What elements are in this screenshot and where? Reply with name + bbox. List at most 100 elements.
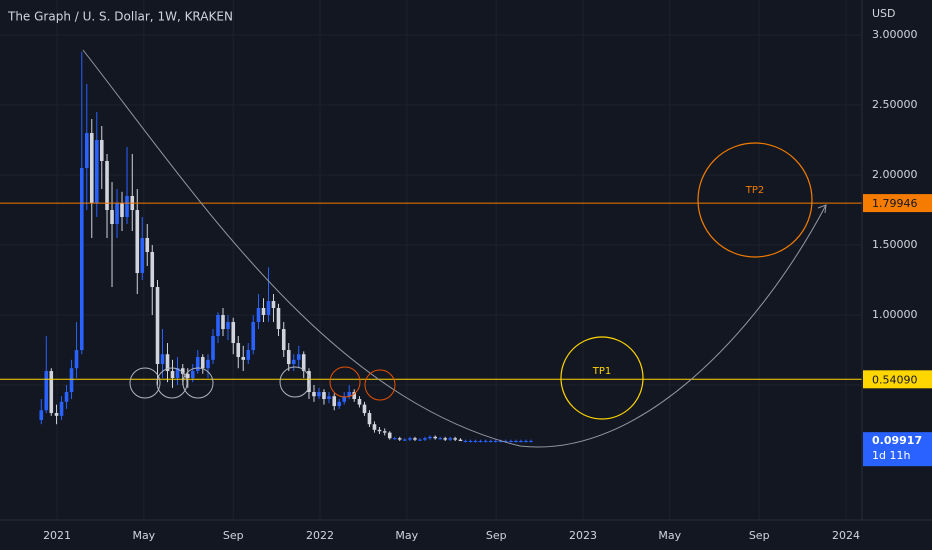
x-tick-label: 2023 [569, 529, 597, 542]
candle-body [39, 410, 44, 421]
annotation: TP1 [592, 366, 612, 377]
candle-body [115, 203, 119, 225]
candle-body [241, 357, 246, 360]
candle-body [503, 441, 508, 443]
candle-body [362, 404, 367, 414]
candle-body [236, 343, 241, 358]
price-label: 1.79946 [872, 197, 918, 210]
last-price-bg [863, 432, 932, 467]
candle-body [266, 301, 271, 316]
candle-body [337, 401, 342, 407]
candle-body [89, 133, 94, 204]
candle-body [211, 336, 215, 360]
candle-body [453, 438, 457, 440]
candle-body [448, 438, 452, 440]
target-circle [697, 142, 813, 258]
price-label-bg [863, 194, 932, 213]
candle-body [190, 371, 195, 379]
candle-body [231, 322, 236, 344]
candle-body [150, 252, 155, 288]
candle-body [408, 438, 412, 440]
candle-body [514, 441, 518, 443]
x-tick-label: May [395, 529, 418, 542]
candle-body [145, 238, 150, 253]
candle-body [473, 441, 478, 443]
candle-body [54, 413, 59, 416]
candle-body [251, 322, 256, 351]
candle-body [105, 161, 109, 211]
axes: 0.500001.000001.500002.000002.500003.000… [43, 28, 932, 542]
candle-body [509, 441, 513, 443]
candle-body [286, 350, 291, 365]
candle-body [519, 441, 523, 443]
candle-body [49, 371, 54, 414]
candle-body [357, 399, 362, 405]
resistance-circle [329, 366, 361, 398]
candle-body [195, 357, 200, 372]
candle-body [155, 287, 160, 365]
candle-body [180, 368, 185, 374]
candle-body [226, 322, 230, 330]
x-tick-label: May [132, 529, 155, 542]
candle-body [423, 438, 427, 440]
candle-body [110, 210, 114, 225]
countdown-label: 1d 11h [872, 449, 910, 462]
y-tick-label: 1.50000 [872, 238, 918, 251]
candle-body [170, 371, 175, 379]
candle-body [352, 392, 357, 400]
candle-body [291, 359, 296, 365]
candle-body [382, 431, 387, 433]
candle-body [94, 140, 99, 204]
candle-body [428, 436, 432, 439]
candle-body [458, 439, 463, 442]
candle-body [125, 196, 129, 218]
candle-body [312, 392, 316, 397]
candle-body [443, 438, 448, 440]
candle-body [488, 441, 493, 443]
resistance-circle [364, 369, 396, 401]
candle-body [347, 392, 352, 397]
candle-body [64, 392, 69, 402]
candle-body [185, 373, 190, 379]
candle-body [120, 203, 124, 218]
candle-body [246, 350, 251, 360]
candle-body [377, 429, 382, 432]
candle-body [397, 438, 402, 440]
target-circle [560, 336, 644, 420]
candle-body [317, 392, 321, 397]
candle-body [59, 401, 64, 416]
candle-body [261, 308, 266, 316]
candle-body [498, 441, 503, 443]
candle-body [418, 439, 422, 441]
x-tick-label: 2021 [43, 529, 71, 542]
x-tick-label: Sep [486, 529, 507, 542]
candle-body [221, 315, 225, 330]
candle-body [413, 438, 417, 440]
candle-body [478, 441, 483, 443]
arrow-head [817, 204, 827, 214]
candle-body [84, 133, 89, 169]
grid [0, 0, 862, 520]
support-circle [156, 367, 188, 399]
chart-title: The Graph / U. S. Dollar, 1W, KRAKEN [7, 10, 233, 24]
candle-body [160, 354, 165, 365]
candle-body [327, 396, 331, 400]
candle-body [99, 140, 104, 162]
candle-body [74, 350, 79, 369]
price-label-bg [863, 370, 932, 389]
candle-body [367, 413, 372, 425]
candle-body [256, 308, 261, 323]
currency-label: USD [872, 7, 896, 20]
support-circle [182, 367, 214, 399]
candle-body [216, 315, 220, 337]
candle-body [332, 396, 337, 407]
candle-body [322, 392, 326, 400]
y-tick-label: 2.00000 [872, 168, 918, 181]
candle-body [402, 439, 407, 441]
candle-body [372, 424, 377, 430]
candle-body [69, 368, 74, 393]
candle-body [276, 308, 281, 330]
candle-body [200, 357, 205, 369]
candle-body [483, 441, 488, 443]
